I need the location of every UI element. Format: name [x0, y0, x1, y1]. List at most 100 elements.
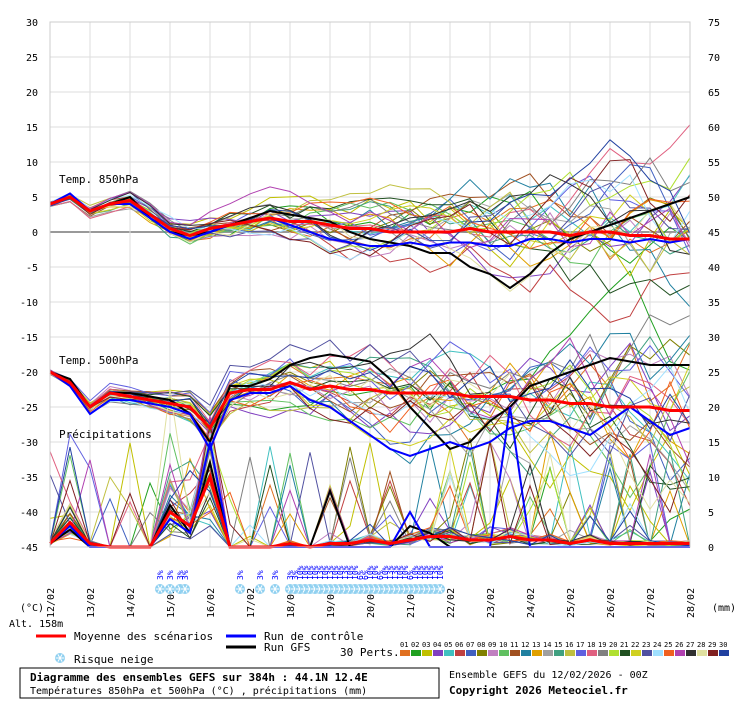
member-legend-swatch	[422, 650, 432, 656]
snow-percent-label: 6%	[356, 570, 365, 580]
member-legend-number: 18	[587, 641, 595, 649]
legend-gfs-label: Run GFS	[264, 641, 310, 654]
mean-series-t500	[49, 370, 690, 431]
member-legend-swatch	[609, 650, 619, 656]
date-tick-label: 15/02	[166, 588, 177, 618]
snow-percent-label: 3%	[176, 570, 185, 580]
label-temp-850: Temp. 850hPa	[59, 173, 138, 186]
member-legend-number: 08	[477, 641, 485, 649]
snow-marker-icon	[255, 584, 265, 594]
right-tick-label: 55	[708, 158, 720, 169]
member-legend-swatch	[477, 650, 487, 656]
member-legend-swatch	[620, 650, 630, 656]
copyright: Copyright 2026 Meteociel.fr	[449, 684, 628, 697]
title-box	[19, 667, 440, 699]
snow-percent-label: 3%	[166, 570, 175, 580]
member-legend-number: 09	[488, 641, 496, 649]
right-tick-label: 10	[708, 473, 720, 484]
member-legend-swatch	[455, 650, 465, 656]
snow-percent-label: 13%	[386, 565, 395, 580]
snow-marker-icon	[270, 584, 280, 594]
right-tick-label: 40	[708, 263, 720, 274]
snow-percent-label: 10%	[436, 565, 445, 580]
snowflake-arm	[182, 585, 188, 593]
member-legend-number: 11	[510, 641, 518, 649]
chart-subtitle: Températures 850hPa et 500hPa (°C) , pré…	[30, 685, 367, 697]
snowflake-arm	[167, 585, 173, 593]
date-tick-label: 22/02	[446, 588, 457, 618]
member-legend-swatch	[598, 650, 608, 656]
snow-percent-label: 13%	[326, 565, 335, 580]
member-legend-number: 13	[532, 641, 540, 649]
member-legend-swatch	[653, 650, 663, 656]
gfs-series-t500	[49, 353, 690, 451]
right-tick-label: 35	[708, 298, 720, 309]
right-tick-label: 20	[708, 403, 720, 414]
snow-percent-label: 3%	[271, 570, 280, 580]
right-tick-label: 75	[708, 18, 720, 29]
snow-marker-icon	[155, 584, 165, 594]
member-24-t500	[49, 365, 691, 477]
snow-percent-label: 10%	[421, 565, 430, 580]
date-tick-label: 16/02	[206, 588, 217, 618]
member-legend-swatch	[400, 650, 410, 656]
member-legend-number: 04	[433, 641, 441, 649]
snow-marker-icon	[435, 584, 445, 594]
snow-marker-icon	[180, 584, 190, 594]
snow-percent-label: 10%	[311, 565, 320, 580]
member-legend-swatch	[565, 650, 575, 656]
date-tick-label: 12/02	[46, 588, 57, 618]
date-tick-label: 14/02	[126, 588, 137, 618]
member-legend-swatch	[642, 650, 652, 656]
member-legend-number: 15	[554, 641, 562, 649]
altitude-label: Alt. 158m	[9, 619, 63, 630]
member-28-t500	[49, 372, 691, 511]
left-tick-label: -5	[26, 263, 38, 274]
left-tick-label: -45	[20, 543, 38, 554]
member-legend-number: 23	[642, 641, 650, 649]
member-legend-number: 12	[521, 641, 529, 649]
member-legend-swatch	[488, 650, 498, 656]
right-tick-label: 50	[708, 193, 720, 204]
member-legend-number: 21	[620, 641, 628, 649]
snow-percent-label: 13%	[316, 565, 325, 580]
member-26-t850	[49, 186, 691, 249]
member-legend-swatch	[554, 650, 564, 656]
date-tick-label: 25/02	[566, 588, 577, 618]
left-tick-label: -25	[20, 403, 38, 414]
snow-percent-label: 10%	[411, 565, 420, 580]
member-legend-swatch	[631, 650, 641, 656]
member-legend-swatch	[433, 650, 443, 656]
member-legend-swatch	[719, 650, 729, 656]
right-tick-label: 45	[708, 228, 720, 239]
date-tick-label: 23/02	[486, 588, 497, 618]
member-23-t850	[49, 182, 691, 253]
left-tick-label: 5	[32, 193, 38, 204]
snow-percent-label: 3%	[156, 570, 165, 580]
date-tick-label: 24/02	[526, 588, 537, 618]
right-tick-label: 25	[708, 368, 720, 379]
snow-percent-label: 10%	[301, 565, 310, 580]
left-unit-label: (°C)	[20, 603, 44, 614]
snow-percent-label: 10%	[346, 565, 355, 580]
control-series-t500	[49, 371, 691, 458]
legend-snowflake-shape	[55, 653, 65, 663]
member-legend-number: 24	[653, 641, 661, 649]
member-legend-number: 10	[499, 641, 507, 649]
member-legend-number: 30	[719, 641, 727, 649]
member-legend-number: 22	[631, 641, 639, 649]
snowflake-arm	[237, 585, 243, 593]
snow-percent-label: 10%	[296, 565, 305, 580]
member-legend-number: 19	[598, 641, 606, 649]
member-legend-number: 29	[708, 641, 716, 649]
member-legend-number: 05	[444, 641, 452, 649]
date-tick-label: 19/02	[326, 588, 337, 618]
date-tick-label: 28/02	[686, 588, 697, 618]
member-legend-swatch	[664, 650, 674, 656]
snow-percent-label: 3%	[291, 570, 300, 580]
member-legend-swatch	[521, 650, 531, 656]
legend-mean-label: Moyenne des scénarios	[74, 630, 213, 643]
member-17-t850	[49, 175, 691, 256]
member-legend-number: 26	[675, 641, 683, 649]
